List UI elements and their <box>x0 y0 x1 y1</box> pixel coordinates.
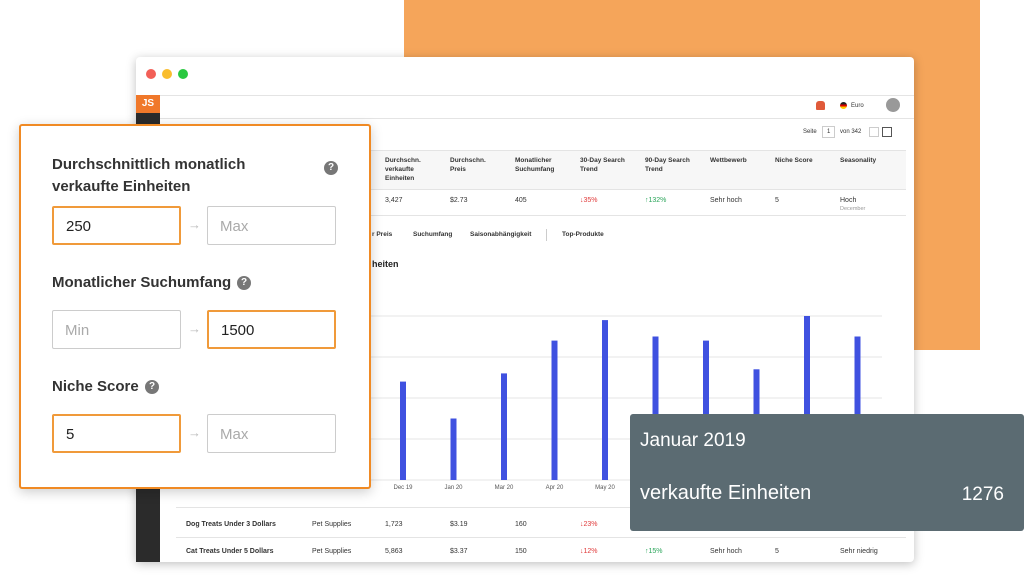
logo: JS <box>136 95 160 113</box>
window-dot <box>178 69 188 79</box>
tooltip: Januar 2019 verkaufte Einheiten 1276 <box>630 414 1024 531</box>
bar <box>703 340 709 480</box>
divider <box>136 95 914 96</box>
divider <box>176 215 906 216</box>
currency[interactable]: Euro <box>851 103 864 109</box>
bar <box>854 336 861 480</box>
max-input[interactable]: 1500 <box>207 310 336 349</box>
x-tick-label: Jan 20 <box>444 485 463 491</box>
filter-label: Durchschnittlich monatlich verkaufte Ein… <box>52 156 246 195</box>
filter-label: Niche Score <box>52 378 139 395</box>
page-label: Seite <box>803 129 817 135</box>
column-header[interactable]: 90-Day Search Trend <box>645 157 690 173</box>
page-input[interactable]: 1 <box>822 126 836 138</box>
cell: 160 <box>515 521 527 528</box>
tab-divider <box>546 229 547 241</box>
min-input[interactable]: 250 <box>52 206 181 245</box>
help-icon[interactable]: ? <box>324 161 338 175</box>
cell: 150 <box>515 548 527 555</box>
divider <box>160 118 914 119</box>
tooltip-metric: verkaufte Einheiten <box>640 482 812 504</box>
cell: ↑132% <box>645 197 667 204</box>
next-button[interactable] <box>882 127 892 137</box>
max-input[interactable]: Max <box>207 414 336 453</box>
cell: 5 <box>775 197 779 204</box>
column-header[interactable]: Niche Score <box>775 157 813 164</box>
x-tick-label: May 20 <box>595 485 615 491</box>
bar <box>400 381 406 480</box>
column-header[interactable]: Durchschn. Preis <box>450 157 486 173</box>
tab[interactable]: Top-Produkte <box>562 231 604 238</box>
min-input[interactable]: Min <box>52 310 181 349</box>
column-header[interactable]: Seasonality <box>840 157 877 164</box>
divider <box>176 537 906 538</box>
row-category: Pet Supplies <box>312 548 352 555</box>
page-total: von 342 <box>840 129 862 135</box>
arrow: → <box>188 425 201 440</box>
tab[interactable]: Suchumfang <box>413 231 453 238</box>
cell: $3.37 <box>450 548 468 555</box>
cell: 1,723 <box>385 521 403 528</box>
cell: Sehr niedrig <box>840 548 878 555</box>
window-dot <box>162 69 172 79</box>
bar <box>804 316 810 480</box>
arrow: → <box>188 217 201 232</box>
chart-title: heiten <box>372 259 399 269</box>
prev-button[interactable] <box>869 127 879 137</box>
cell: Sehr hoch <box>710 197 742 204</box>
column-header[interactable]: Durchschn. verkaufte Einheiten <box>385 157 421 182</box>
tab[interactable]: Saisonabhängigkeit <box>470 231 532 238</box>
max-input[interactable]: Max <box>207 206 336 245</box>
cell: ↓12% <box>580 548 598 555</box>
tooltip-date: Januar 2019 <box>640 430 746 451</box>
cell: 5 <box>775 548 779 555</box>
row-name[interactable]: Cat Treats Under 5 Dollars <box>186 548 274 555</box>
bar <box>450 418 457 480</box>
x-tick-label: Dec 19 <box>393 485 413 491</box>
tab[interactable]: r Preis <box>372 231 393 238</box>
bar <box>501 373 507 480</box>
cell: 405 <box>515 197 527 204</box>
cell: ↓23% <box>580 521 598 528</box>
cell: $3.19 <box>450 521 468 528</box>
column-header[interactable]: Wettbewerb <box>710 157 747 164</box>
arrow: → <box>188 321 201 336</box>
cell-note: December <box>840 206 866 212</box>
cell: Sehr hoch <box>710 548 742 555</box>
x-tick-label: Mar 20 <box>495 485 514 491</box>
column-header[interactable]: 30-Day Search Trend <box>580 157 625 173</box>
help-icon[interactable]: ? <box>237 276 251 290</box>
help-icon[interactable]: ? <box>145 380 159 394</box>
min-input[interactable]: 5 <box>52 414 181 453</box>
cell: 5,863 <box>385 548 403 555</box>
divider <box>176 507 906 508</box>
column-header[interactable]: Monatlicher Suchumfang <box>515 157 555 173</box>
avatar[interactable] <box>886 98 900 112</box>
cell: 3,427 <box>385 197 403 204</box>
bar <box>602 320 608 480</box>
bar <box>551 340 558 480</box>
cell: ↓35% <box>580 197 598 204</box>
cell: Hoch <box>840 197 857 204</box>
filter-label: Monatlicher Suchumfang <box>52 274 232 291</box>
flag-icon <box>840 102 847 109</box>
bar <box>652 336 659 480</box>
window-dot <box>146 69 156 79</box>
x-tick-label: Apr 20 <box>546 485 564 491</box>
bell-icon[interactable] <box>816 101 825 110</box>
tooltip-value: 1276 <box>961 484 1004 505</box>
filter-panel: Durchschnittlich monatlich verkaufte Ein… <box>19 124 371 489</box>
cell: ↑15% <box>645 548 663 555</box>
cell: $2.73 <box>450 197 468 204</box>
row-category: Pet Supplies <box>312 521 352 528</box>
row-name[interactable]: Dog Treats Under 3 Dollars <box>186 521 276 528</box>
